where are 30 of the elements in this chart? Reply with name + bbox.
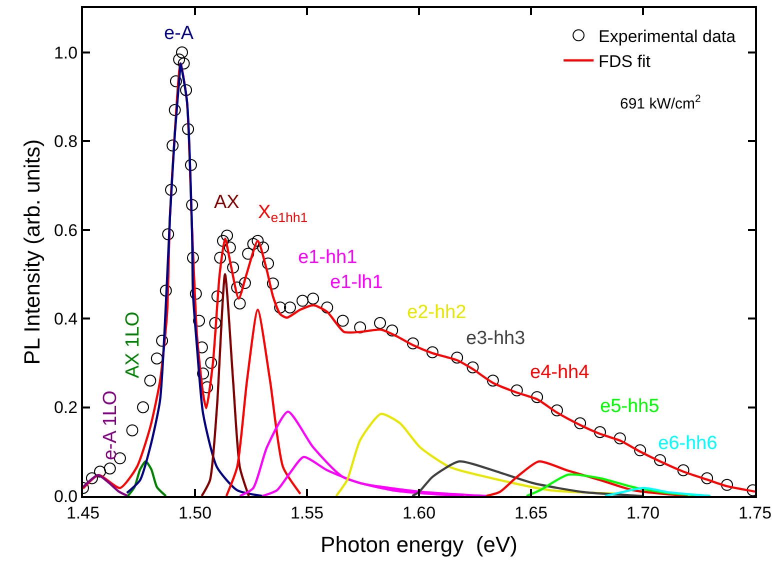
text: AX 1LO [122,312,144,378]
text: e4-hh4 [530,362,590,383]
x-tick-label: 1.50 [178,503,212,522]
text: e1-hh1 [298,247,358,268]
x-tick-label: 1.75 [738,503,772,522]
text: X$_{e1hh1}$ [258,202,308,225]
y-axis-title: PL Intensity (arb. units) [19,139,44,365]
x-tick-label: 1.70 [626,503,660,522]
x-tick-label: 1.55 [290,503,324,522]
series-label: e-A [164,23,194,44]
text: e3-hh3 [466,328,526,349]
y-tick-label: 0.4 [54,310,78,328]
annotation: 691 kW/cm$^{2}$ [620,93,702,112]
text: e2-hh2 [407,302,466,323]
text: AX [214,192,240,213]
series-label: e6-hh6 [658,433,718,454]
y-tick-label: 0.2 [54,398,78,418]
text: e-A 1LO [100,390,121,460]
text: e5-hh5 [600,396,660,417]
x-tick-label: 1.45 [66,503,100,522]
y-tick-label: 1.0 [54,43,78,62]
legend-label: Experimental data [598,26,736,46]
text: e1-lh1 [330,272,383,293]
x-tick-label: 1.65 [514,503,548,522]
x-tick-label: 1.60 [402,503,436,522]
x-axis-title: Photon energy (eV) [320,532,518,557]
y-tick-label: 0.6 [54,220,78,240]
legend-label: FDS fit [598,52,651,72]
y-tick-label: 0.0 [54,486,78,506]
y-tick-label: 0.8 [54,132,78,152]
